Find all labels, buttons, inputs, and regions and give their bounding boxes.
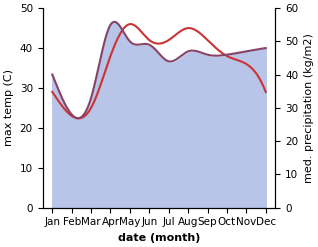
Y-axis label: max temp (C): max temp (C) — [4, 69, 14, 146]
X-axis label: date (month): date (month) — [118, 233, 200, 243]
Y-axis label: med. precipitation (kg/m2): med. precipitation (kg/m2) — [304, 33, 314, 183]
